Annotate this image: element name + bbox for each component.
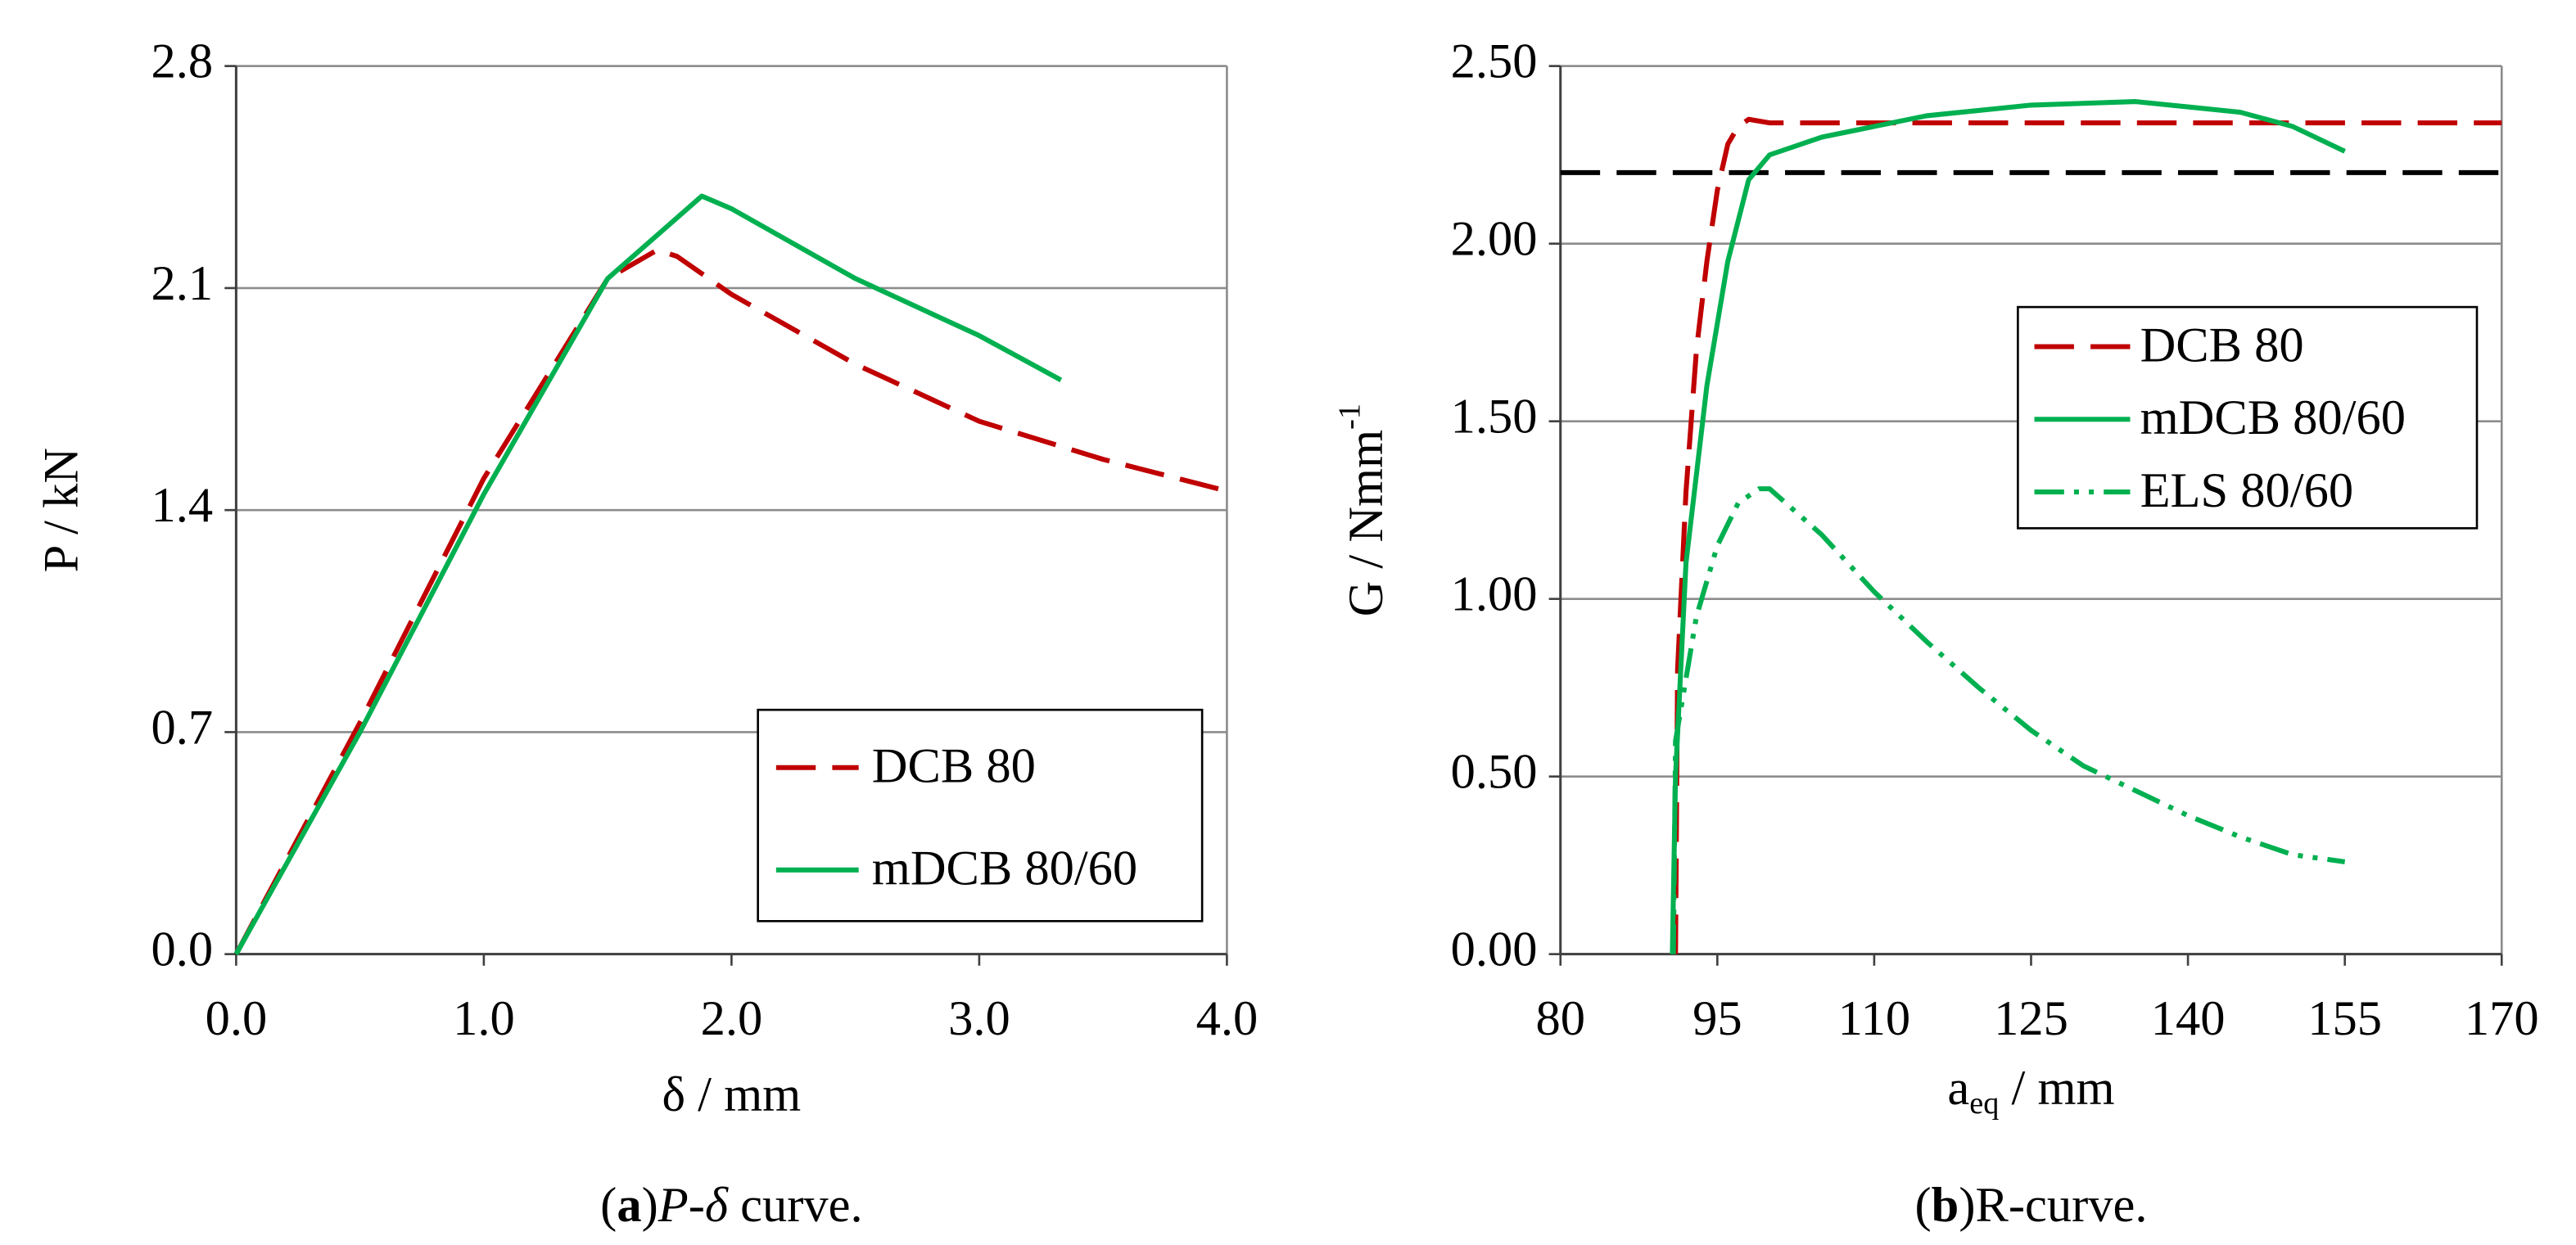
caption-part: P-δ (658, 1178, 729, 1233)
y-tick-label: 1.00 (1451, 567, 1538, 622)
y-axis-label-sup: -1 (1332, 404, 1367, 430)
y-tick-label: 0.0 (151, 922, 214, 977)
legend-label: ELS 80/60 (2140, 463, 2354, 518)
legend-label: mDCB 80/60 (872, 841, 1137, 896)
y-tick-label: 1.4 (151, 478, 214, 533)
caption-part: a (617, 1178, 641, 1233)
caption-part: b (1932, 1178, 1959, 1233)
x-tick-label: 155 (2307, 991, 2382, 1046)
x-axis-label-text: a (1947, 1061, 1969, 1116)
x-tick-label: 3.0 (948, 991, 1010, 1046)
caption-part: ( (600, 1178, 617, 1233)
x-tick-label: 4.0 (1196, 991, 1259, 1046)
legend-box (757, 708, 1204, 922)
y-axis-label: P / kN (34, 448, 89, 572)
x-tick-label: 125 (1994, 991, 2068, 1046)
legend-label: DCB 80 (872, 739, 1036, 794)
x-tick-label: 1.0 (453, 991, 515, 1046)
chart: 0.0 0.7 1.4 2.1 2.8 0.0 1.0 2.0 3.0 4.0 DCB 80 mDCB… (34, 34, 1259, 1234)
x-tick-label: 80 (1536, 991, 1586, 1046)
x-axis-label-sub: eq (1969, 1086, 1999, 1121)
y-tick-label: 0.50 (1451, 745, 1538, 800)
y-tick-label: 2.8 (151, 34, 214, 89)
x-axis-label: δ / mm (662, 1067, 802, 1122)
y-tick-label: 0.00 (1451, 922, 1538, 977)
x-tick-label: 2.0 (701, 991, 763, 1046)
y-axis-label: G / Nmm-1 (1332, 404, 1393, 616)
x-tick-label: 170 (2465, 991, 2539, 1046)
caption-part: ) (1959, 1178, 1975, 1233)
caption-part: ( (1915, 1178, 1932, 1233)
chart: 0.00 0.50 1.00 1.50 2.00 2.50 80 95 110 125 140 155… (1332, 34, 2538, 1234)
x-tick-label: 0.0 (206, 991, 268, 1046)
x-tick-label: 95 (1692, 991, 1742, 1046)
y-tick-label: 2.50 (1451, 34, 1538, 89)
series-line (1673, 116, 2502, 954)
y-tick-label: 0.7 (151, 700, 214, 755)
legend-label: DCB 80 (2140, 318, 2304, 372)
y-axis-label-text: G / Nmm (1339, 430, 1394, 617)
series-line (1670, 99, 2346, 954)
caption-part: curve. (728, 1178, 863, 1233)
x-tick-label: 140 (2151, 991, 2226, 1046)
caption-part: R-curve. (1975, 1178, 2147, 1233)
y-tick-label: 2.00 (1451, 212, 1538, 267)
series-line (233, 247, 1228, 956)
x-axis-label-text: / mm (1999, 1061, 2114, 1116)
caption: (b)R-curve. (1915, 1178, 2148, 1233)
caption-part: ) (642, 1178, 658, 1233)
series-line (233, 193, 1063, 956)
x-axis-label: aeq / mm (1947, 1061, 2114, 1121)
caption: (a)P-δ curve. (600, 1178, 862, 1233)
x-tick-label: 110 (1838, 991, 1911, 1046)
y-tick-label: 1.50 (1451, 390, 1538, 444)
y-tick-label: 2.1 (151, 256, 214, 311)
legend-label: mDCB 80/60 (2140, 390, 2406, 445)
series-line (1670, 486, 2346, 954)
